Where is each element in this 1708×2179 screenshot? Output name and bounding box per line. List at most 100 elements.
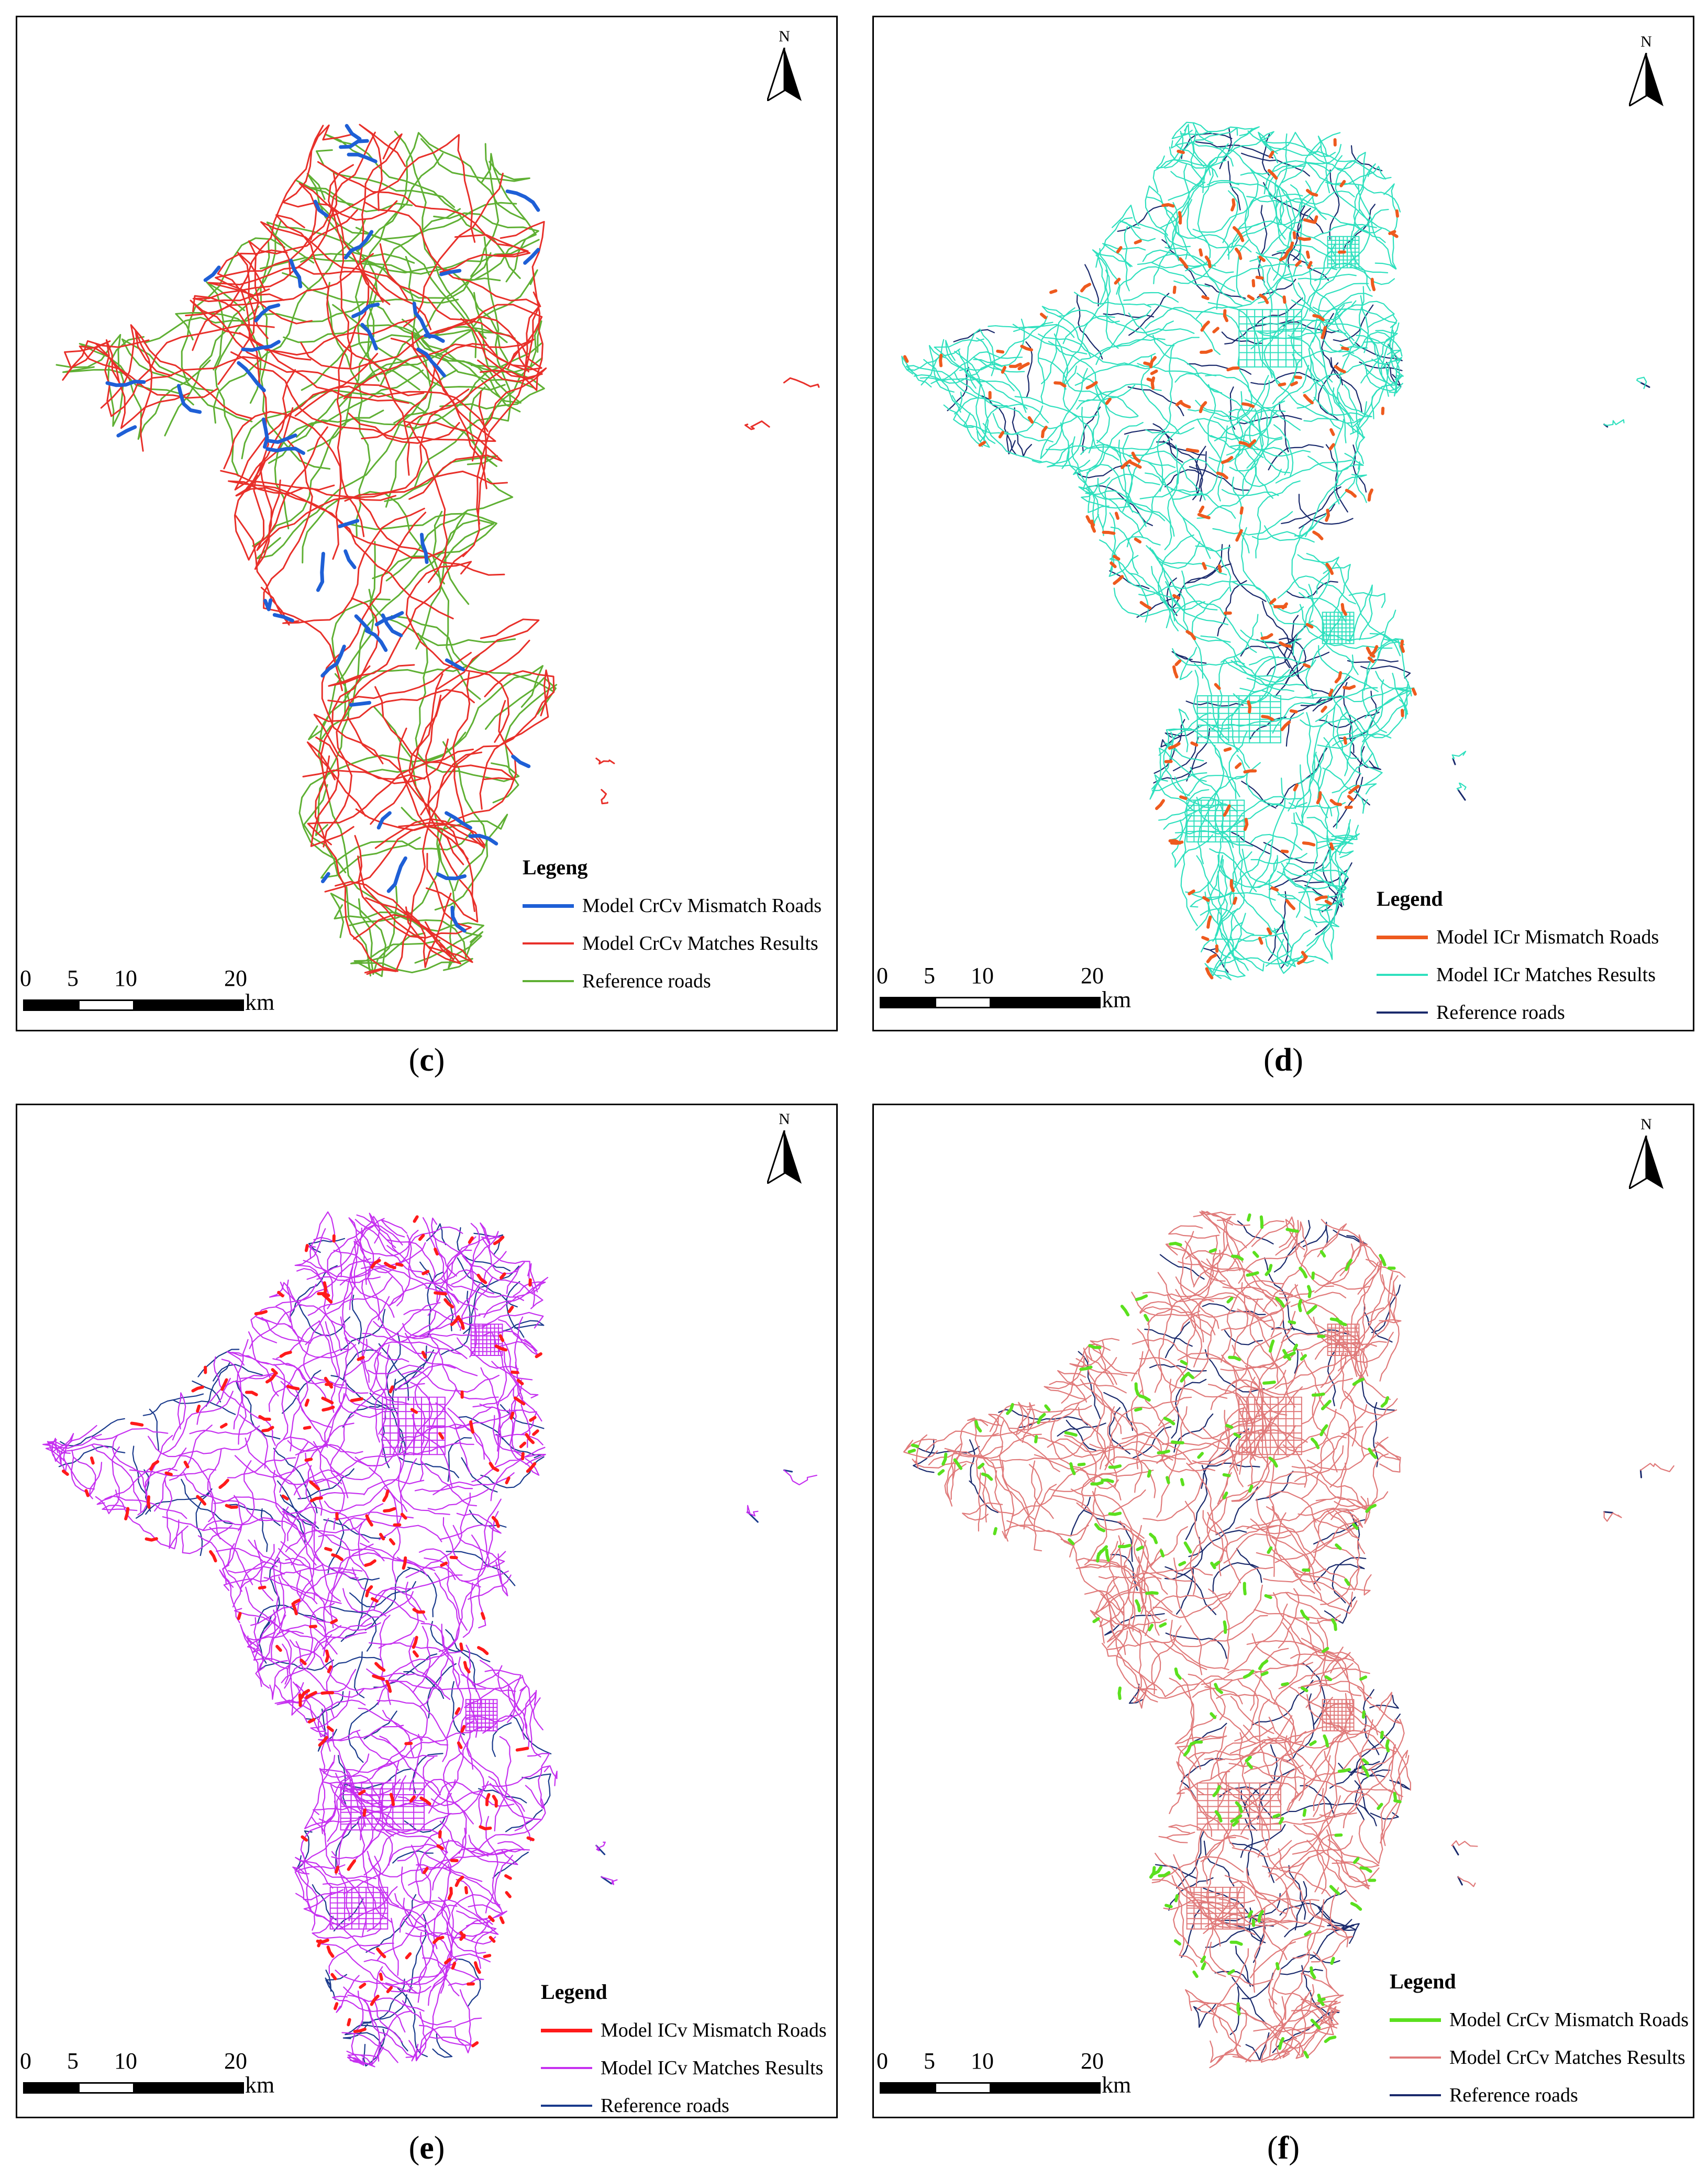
road-segment [330, 1618, 338, 1625]
road-segment [162, 1391, 234, 1454]
road-segment [1341, 346, 1349, 351]
road-segment [303, 1334, 328, 1402]
road-segment [967, 1417, 1004, 1469]
road-segment [463, 1286, 481, 1335]
road-segment [1249, 207, 1317, 262]
road-segment [1354, 1274, 1385, 1381]
road-segment [1296, 355, 1317, 409]
road-segment [374, 1662, 386, 1672]
road-segment [1305, 1647, 1344, 1708]
road-segment [1149, 1866, 1156, 1879]
road-segment [1329, 1404, 1368, 1488]
road-segment [1267, 175, 1336, 257]
road-segment [1084, 1589, 1124, 1616]
road-segment [274, 1669, 357, 1704]
road-segment [1168, 742, 1181, 750]
road-segment [461, 1510, 499, 1582]
road-segment [176, 384, 202, 414]
road-segment [1361, 1398, 1398, 1458]
road-segment [1233, 656, 1295, 692]
road-segment [1261, 601, 1293, 650]
road-segment [298, 182, 391, 305]
road-segment [342, 1588, 387, 1617]
road-segment [1197, 1452, 1204, 1459]
matched-roads [903, 1210, 1674, 2069]
road-segment [1129, 461, 1142, 469]
road-segment [1243, 1725, 1303, 1744]
road-segment [1247, 294, 1255, 301]
road-segment [344, 388, 470, 502]
road-segment [1145, 472, 1198, 493]
road-segment [1195, 1772, 1228, 1888]
road-segment [124, 1507, 130, 1521]
road-segment [1062, 365, 1097, 418]
reference-roads [58, 1223, 793, 2067]
road-segment [324, 1442, 405, 1511]
road-segment [953, 391, 974, 428]
road-segment [1256, 252, 1331, 324]
road-segment [132, 1446, 149, 1519]
legend-label: Reference roads [582, 970, 711, 992]
road-segment [321, 1405, 335, 1412]
road-segment [95, 1446, 120, 1515]
road-segment [1208, 1248, 1217, 1253]
road-segment [1264, 521, 1318, 541]
road-segment [468, 1574, 512, 1600]
scale-segment [133, 2082, 244, 2094]
road-segment [1164, 247, 1243, 306]
road-segment [1124, 429, 1173, 441]
road-segment [1185, 630, 1196, 640]
road-segment [1171, 121, 1214, 139]
road-segment [1077, 1462, 1086, 1466]
road-segment [1321, 705, 1327, 713]
road-segment [1247, 700, 1252, 714]
road-segment [1060, 1539, 1124, 1614]
road-segment [370, 1259, 381, 1269]
road-segment [1229, 1940, 1243, 1946]
road-segment [1084, 264, 1099, 307]
road-segment [283, 324, 481, 381]
road-segment [274, 1684, 308, 1724]
road-segment [1343, 384, 1365, 439]
road-segment [516, 1378, 524, 1385]
road-segment [349, 1581, 416, 1608]
road-segment [1333, 1229, 1367, 1245]
road-segment [319, 1393, 345, 1489]
road-segment [1273, 424, 1294, 477]
road-segment [1171, 1875, 1231, 1928]
road-segment [285, 1522, 363, 1552]
road-segment [1207, 882, 1242, 960]
road-segment [1281, 1682, 1290, 1686]
scale-bar: 0 5 10 20 km [20, 965, 282, 1022]
road-segment [1171, 651, 1207, 664]
road-segment [1304, 1930, 1312, 1937]
road-segment [1319, 1744, 1396, 1818]
road-segment [370, 1734, 441, 1796]
road-segment [321, 1396, 334, 1405]
road-segment [323, 664, 415, 848]
road-segment [90, 1456, 95, 1465]
road-segment [304, 1398, 309, 1407]
road-segment [500, 1272, 506, 1280]
road-segment [1197, 1899, 1256, 1907]
scale-segment [880, 997, 936, 1008]
road-segment [104, 324, 275, 417]
road-segment [1388, 1271, 1396, 1322]
road-segment [1168, 839, 1182, 845]
road-segment [1257, 1744, 1278, 1820]
road-segment [1300, 1951, 1339, 1995]
road-segment [495, 1319, 538, 1352]
road-segment [105, 380, 146, 387]
road-segment [1006, 431, 1016, 454]
road-segment [246, 1631, 290, 1687]
road-segment [483, 320, 542, 428]
road-segment [239, 1414, 269, 1469]
road-segment [1246, 1762, 1253, 1769]
road-segment [1320, 1566, 1360, 1605]
legend-swatch [541, 2067, 592, 2069]
road-segment [1297, 237, 1311, 241]
road-segment [1172, 493, 1236, 519]
road-segment [405, 1952, 412, 1960]
road-segment [1343, 682, 1355, 753]
road-segment [145, 1537, 158, 1542]
